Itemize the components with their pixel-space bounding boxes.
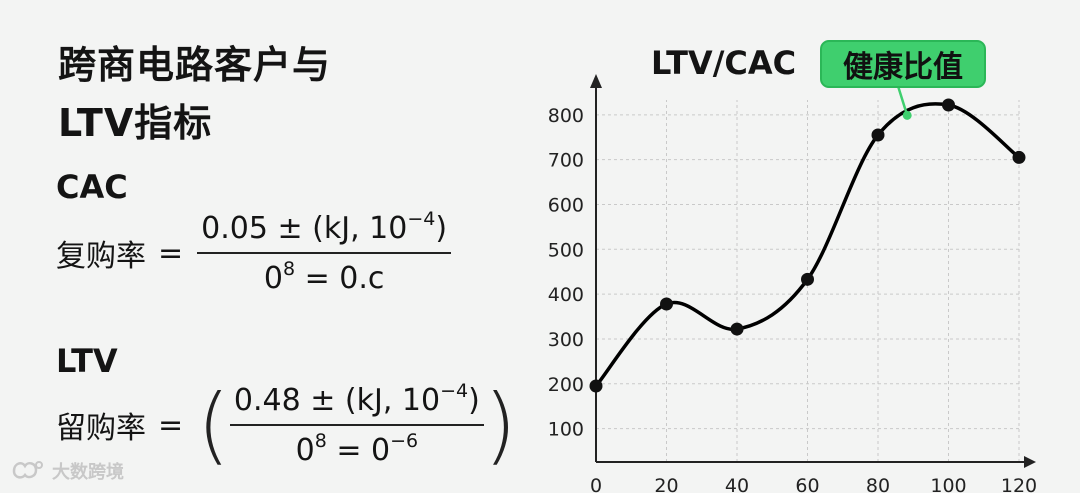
data-point xyxy=(942,98,955,112)
x-tick-label: 100 xyxy=(930,475,966,493)
numerator-text: 0.05 ± (kJ, 10 xyxy=(201,211,408,246)
data-point xyxy=(1012,150,1026,164)
numerator-exponent: −4 xyxy=(407,208,436,230)
y-tick-label: 100 xyxy=(548,419,584,441)
y-tick-label: 300 xyxy=(548,329,584,351)
numerator-exponent: −4 xyxy=(440,380,469,402)
y-axis-arrow-icon xyxy=(590,74,602,88)
cac-label: CAC xyxy=(56,168,128,206)
annotation-dot xyxy=(902,110,912,120)
data-point xyxy=(589,379,603,393)
denominator-base: 0 xyxy=(263,261,283,296)
page-title: 跨商电路客户与 LTV指标 xyxy=(58,36,331,152)
ltv-label: LTV xyxy=(56,342,118,380)
title-line-2: LTV指标 xyxy=(58,101,213,145)
healthy-ratio-badge: 健康比值 xyxy=(820,40,986,88)
denominator-exponent: 8 xyxy=(314,430,327,452)
left-parenthesis: ( xyxy=(197,376,230,474)
formula-lhs: 留购率 xyxy=(56,411,146,446)
cac-formula: 复购率 = 0.05 ± (kJ, 10−4) 08 = 0.c xyxy=(56,208,452,296)
formula-fraction: 0.48 ± (kJ, 10−4) 08 = 0−6 xyxy=(229,380,484,468)
watermark-text: 大数跨境 xyxy=(52,462,124,483)
data-point xyxy=(801,272,814,286)
numerator-tail: ) xyxy=(435,211,448,246)
equals-sign: = xyxy=(158,235,184,271)
denominator-tail: = 0.c xyxy=(295,261,385,296)
denominator-tail: = 0 xyxy=(326,433,391,468)
x-tick-label: 60 xyxy=(795,475,819,493)
formula-lhs: 复购率 xyxy=(56,239,146,274)
chart-title: LTV/CAC xyxy=(651,44,797,82)
data-point xyxy=(871,128,885,142)
formula-numerator: 0.05 ± (kJ, 10−4) xyxy=(197,208,452,254)
denominator-base: 0 xyxy=(295,433,315,468)
numerator-tail: ) xyxy=(468,383,480,418)
formula-denominator: 08 = 0.c xyxy=(264,254,385,296)
watermark: 大数跨境 xyxy=(10,458,124,484)
formula-numerator: 0.48 ± (kJ, 10−4) xyxy=(229,380,484,426)
y-tick-label: 400 xyxy=(548,284,584,306)
x-axis-arrow-icon xyxy=(1024,456,1036,468)
title-line-1: 跨商电路客户与 xyxy=(58,43,332,87)
y-tick-label: 800 xyxy=(548,105,584,127)
watermark-logo-icon xyxy=(12,461,43,479)
x-tick-label: 40 xyxy=(725,475,749,493)
y-tick-label: 200 xyxy=(548,374,584,396)
formula-denominator: 08 = 0−6 xyxy=(296,426,419,468)
formula-fraction: 0.05 ± (kJ, 10−4) 08 = 0.c xyxy=(197,208,452,296)
x-tick-label: 20 xyxy=(654,475,678,493)
y-tick-label: 500 xyxy=(548,239,584,261)
numerator-text: 0.48 ± (kJ, 10 xyxy=(233,383,441,418)
x-tick-label: 0 xyxy=(590,475,602,493)
data-point xyxy=(730,322,744,336)
y-tick-label: 600 xyxy=(548,194,584,216)
denominator-exponent-2: −6 xyxy=(390,430,419,452)
x-tick-label: 80 xyxy=(866,475,890,493)
right-parenthesis: ) xyxy=(483,376,517,474)
annotation-pointer xyxy=(896,85,909,116)
y-tick-label: 700 xyxy=(548,150,584,172)
data-point xyxy=(660,297,673,311)
x-tick-label: 120 xyxy=(1001,475,1037,493)
ltv-formula: 留购率 = ( 0.48 ± (kJ, 10−4) 08 = 0−6 ) xyxy=(56,376,517,474)
equals-sign: = xyxy=(158,407,184,443)
denominator-exponent: 8 xyxy=(282,258,296,280)
